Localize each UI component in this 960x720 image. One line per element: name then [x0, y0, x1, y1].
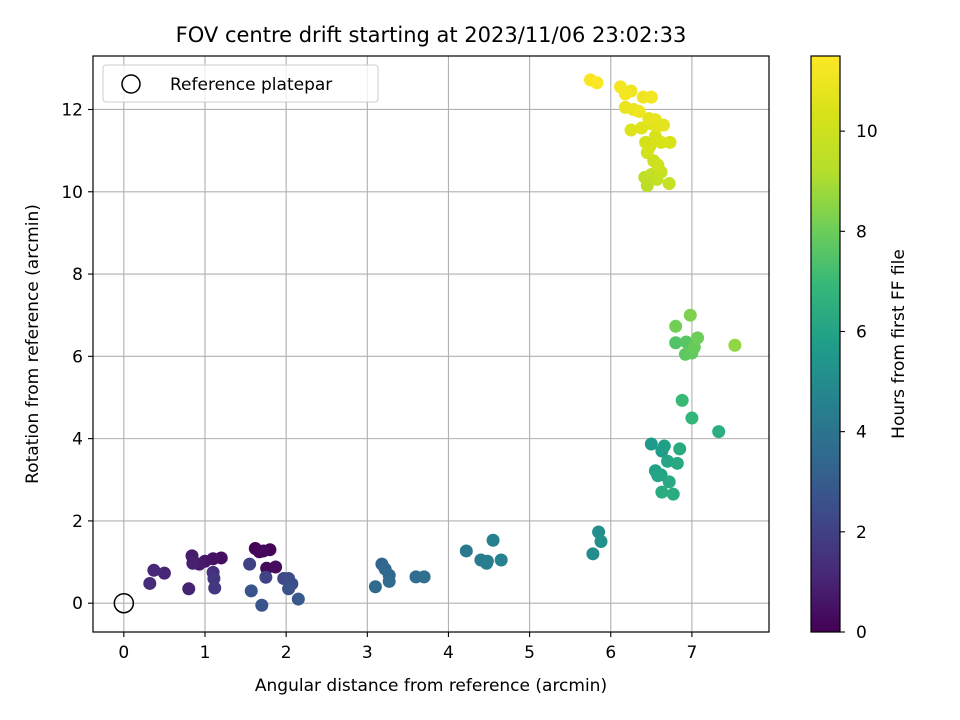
x-axis-label: Angular distance from reference (arcmin): [255, 676, 607, 696]
scatter-points: [143, 73, 742, 612]
y-tick-label: 2: [72, 512, 83, 532]
data-point: [147, 563, 161, 577]
data-point: [494, 553, 508, 567]
data-point: [243, 557, 257, 571]
data-point: [586, 547, 600, 561]
data-point: [207, 572, 221, 586]
x-tick-label: 2: [281, 643, 292, 663]
colorbar: 0 2 4 6 8 10 Hours from first FF file: [810, 55, 909, 643]
data-point: [182, 582, 196, 596]
x-tick-label: 7: [686, 643, 697, 663]
data-point: [143, 576, 157, 590]
reference-marker-layer: [113, 592, 135, 614]
data-point: [661, 454, 675, 468]
legend-marker: [121, 74, 141, 94]
colorbar-tick-label: 2: [856, 523, 867, 543]
data-point: [259, 570, 273, 584]
data-point: [368, 580, 382, 594]
y-tick-label: 12: [61, 100, 83, 120]
colorbar-tick-label: 4: [856, 423, 867, 443]
colorbar-tick-label: 8: [856, 222, 867, 242]
data-point: [685, 411, 699, 425]
data-point: [643, 140, 657, 154]
data-point: [655, 485, 669, 499]
data-point: [675, 393, 689, 407]
data-point: [291, 592, 305, 606]
data-point: [644, 437, 658, 451]
x-axis-ticks: 0 1 2 3 4 5 6 7: [118, 632, 697, 663]
plot-frame: [92, 55, 770, 633]
data-point: [666, 487, 680, 501]
data-point: [208, 581, 222, 595]
data-point: [382, 574, 396, 588]
data-point: [269, 560, 283, 574]
data-point: [651, 158, 665, 172]
data-point: [480, 556, 494, 570]
colorbar-tick-label: 0: [856, 623, 867, 643]
reference-point-marker: [113, 592, 135, 614]
x-tick-label: 4: [443, 643, 454, 663]
data-point: [590, 76, 604, 90]
data-point: [244, 584, 258, 598]
x-tick-label: 0: [118, 643, 129, 663]
data-point: [712, 425, 726, 439]
data-point: [670, 456, 684, 470]
data-point: [459, 544, 473, 558]
legend-label: Reference platepar: [170, 75, 332, 95]
data-point: [635, 121, 649, 135]
colorbar-ticks: 0 2 4 6 8 10: [840, 122, 878, 643]
y-tick-label: 8: [72, 265, 83, 285]
y-axis-ticks: 0 2 4 6 8 10 12: [61, 100, 93, 614]
x-tick-label: 6: [605, 643, 616, 663]
legend-box: [102, 64, 379, 103]
legend: Reference platepar: [102, 64, 379, 103]
y-tick-label: 6: [72, 347, 83, 367]
data-point: [669, 336, 683, 350]
grid-lines: [93, 56, 769, 632]
colorbar-label: Hours from first FF file: [889, 249, 909, 439]
data-point: [663, 135, 677, 149]
data-point: [255, 598, 269, 612]
data-point: [157, 566, 171, 580]
data-point: [624, 123, 638, 137]
colorbar-gradient: [810, 55, 841, 633]
data-point: [618, 87, 632, 101]
colorbar-tick-label: 6: [856, 322, 867, 342]
y-tick-label: 4: [72, 430, 83, 450]
data-point: [654, 135, 668, 149]
data-point: [594, 534, 608, 548]
x-tick-label: 5: [524, 643, 535, 663]
data-point: [662, 475, 676, 489]
data-point: [186, 556, 200, 570]
data-point: [683, 308, 697, 322]
data-point: [417, 570, 431, 584]
data-point: [673, 442, 687, 456]
data-point: [644, 90, 658, 104]
y-tick-label: 10: [61, 183, 83, 203]
data-point: [632, 105, 646, 119]
colorbar-tick-label: 10: [856, 122, 878, 142]
data-point: [657, 439, 671, 453]
y-axis-label: Rotation from reference (arcmin): [23, 204, 43, 484]
chart-title: FOV centre drift starting at 2023/11/06 …: [176, 23, 687, 47]
x-tick-label: 1: [200, 643, 211, 663]
data-point: [691, 331, 705, 345]
data-point: [486, 533, 500, 547]
y-tick-label: 0: [72, 594, 83, 614]
data-point: [256, 544, 270, 558]
data-point: [648, 113, 662, 127]
data-point: [282, 582, 296, 596]
x-tick-label: 3: [362, 643, 373, 663]
data-point: [669, 319, 683, 333]
data-point: [728, 338, 742, 352]
data-point: [662, 177, 676, 191]
